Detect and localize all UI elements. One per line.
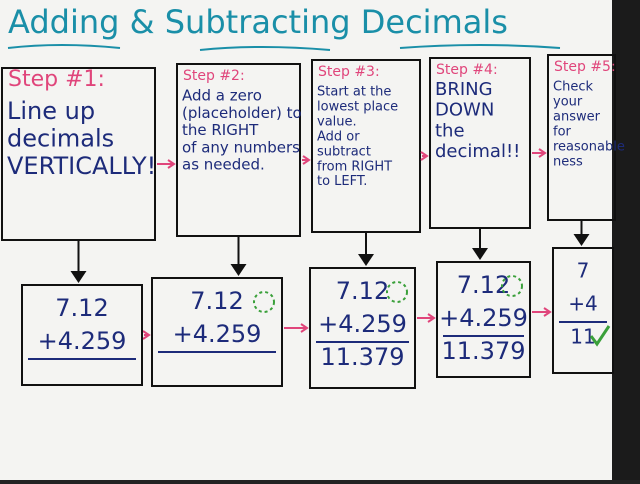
placeholder-circle: [253, 291, 275, 313]
example-arrow: [142, 330, 151, 340]
step-label: Step #5:: [554, 59, 616, 75]
step-text: decimal!!: [435, 141, 520, 162]
step-label: Step #4:: [436, 62, 498, 78]
step-arrow: [532, 148, 547, 158]
step-label: Step #3:: [318, 64, 380, 80]
step-text: your: [553, 94, 583, 109]
step-text: Line up: [7, 97, 95, 125]
step-label: Step #2:: [183, 68, 245, 84]
step-label: Step #1:: [8, 67, 105, 92]
arrow-head: [472, 248, 488, 260]
step-text: Check: [553, 80, 593, 95]
step-text: value.: [317, 114, 357, 129]
step-text: of any numbers: [182, 138, 300, 156]
example-line: 11.379: [321, 343, 405, 371]
example-box: [151, 277, 283, 387]
example-box: [552, 247, 614, 374]
step-text: (placeholder) to: [182, 104, 302, 122]
example-box: [21, 284, 143, 386]
step-text: for: [553, 124, 572, 139]
example-box: [309, 267, 416, 389]
step-text: answer: [553, 109, 601, 124]
example-line: 7.12: [336, 277, 389, 305]
step-text: reasonable: [553, 139, 625, 154]
example-line: 11.379: [442, 337, 526, 365]
example-line: +4.259: [38, 327, 127, 355]
step-text: BRING: [435, 79, 493, 100]
step-text: VERTICALLY!: [7, 152, 156, 180]
arrow-head: [70, 271, 87, 283]
step-text: subtract: [317, 144, 371, 159]
placeholder-circle: [501, 275, 523, 297]
example-arrow: [417, 313, 436, 323]
arrow-head: [573, 234, 590, 246]
example-line: +4.259: [318, 310, 407, 338]
example-arrow: [532, 307, 552, 317]
step-arrow: [302, 155, 311, 165]
step-text: the: [435, 120, 465, 141]
example-line: +4.259: [439, 304, 528, 332]
step-arrow: [420, 151, 429, 161]
placeholder-circle: [386, 281, 408, 303]
board-edge: [612, 0, 640, 480]
step-text: to LEFT.: [317, 174, 367, 189]
step-arrow: [157, 159, 176, 169]
example-arrow: [284, 323, 309, 333]
example-line: 7: [577, 259, 590, 283]
step-text: the RIGHT: [182, 121, 259, 139]
step-text: from RIGHT: [317, 159, 392, 174]
step-text: Add or: [317, 129, 360, 144]
example-line: +4.259: [173, 320, 262, 348]
step-text: ness: [553, 154, 583, 169]
title-underline: [7, 44, 561, 51]
arrow-head: [358, 254, 374, 266]
step-text: Add a zero: [182, 87, 262, 105]
step-text: lowest place: [317, 99, 398, 114]
step-text: DOWN: [435, 100, 494, 121]
step-text: decimals: [7, 125, 114, 153]
example-line: 7.12: [190, 287, 243, 315]
example-line: 7.12: [55, 294, 108, 322]
example-line: +4: [568, 292, 597, 316]
example-box: [436, 261, 531, 378]
step-text: as needed.: [182, 156, 265, 174]
step-text: Start at the: [317, 85, 391, 100]
arrow-head: [230, 264, 247, 276]
check-mark: [589, 325, 611, 347]
title: Adding & Subtracting Decimals: [8, 3, 508, 41]
